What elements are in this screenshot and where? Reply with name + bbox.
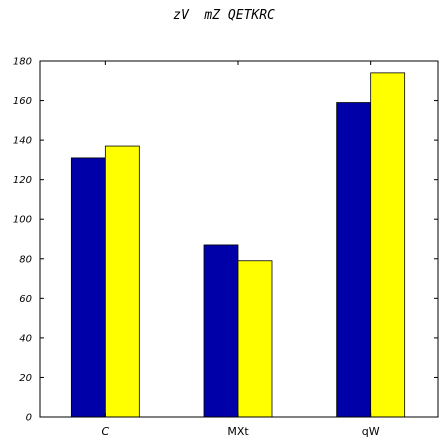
y-tick-label: 20: [19, 373, 32, 384]
y-tick-label: 40: [19, 333, 32, 344]
bar-c-series-1: [70, 157, 106, 418]
y-tick-label: 140: [13, 136, 32, 147]
x-tick-label: qW: [362, 425, 380, 438]
y-tick-label: 60: [19, 294, 32, 305]
bar-qw-series-1: [336, 102, 372, 418]
y-tick-label: 180: [13, 57, 32, 68]
y-tick-label: 120: [13, 175, 32, 186]
bar-c-series-2: [104, 145, 140, 418]
bar-mxt-series-1: [203, 244, 239, 418]
y-tick-label: 160: [13, 96, 32, 107]
bar-mxt-series-2: [237, 260, 273, 418]
x-tick-label: C: [101, 425, 109, 438]
plot-area: C MXt qW 0 20 40 60 80 100 120 140 160 180: [13, 57, 439, 438]
chart-title: zV mZ QETKRC: [173, 8, 275, 23]
x-tick-label: MXt: [227, 425, 249, 438]
bar-qw-series-2: [370, 72, 406, 418]
y-tick-label: 0: [26, 413, 32, 424]
y-tick-label: 100: [13, 215, 32, 226]
plot-frame: [39, 60, 439, 418]
y-tick-label: 80: [19, 254, 32, 265]
